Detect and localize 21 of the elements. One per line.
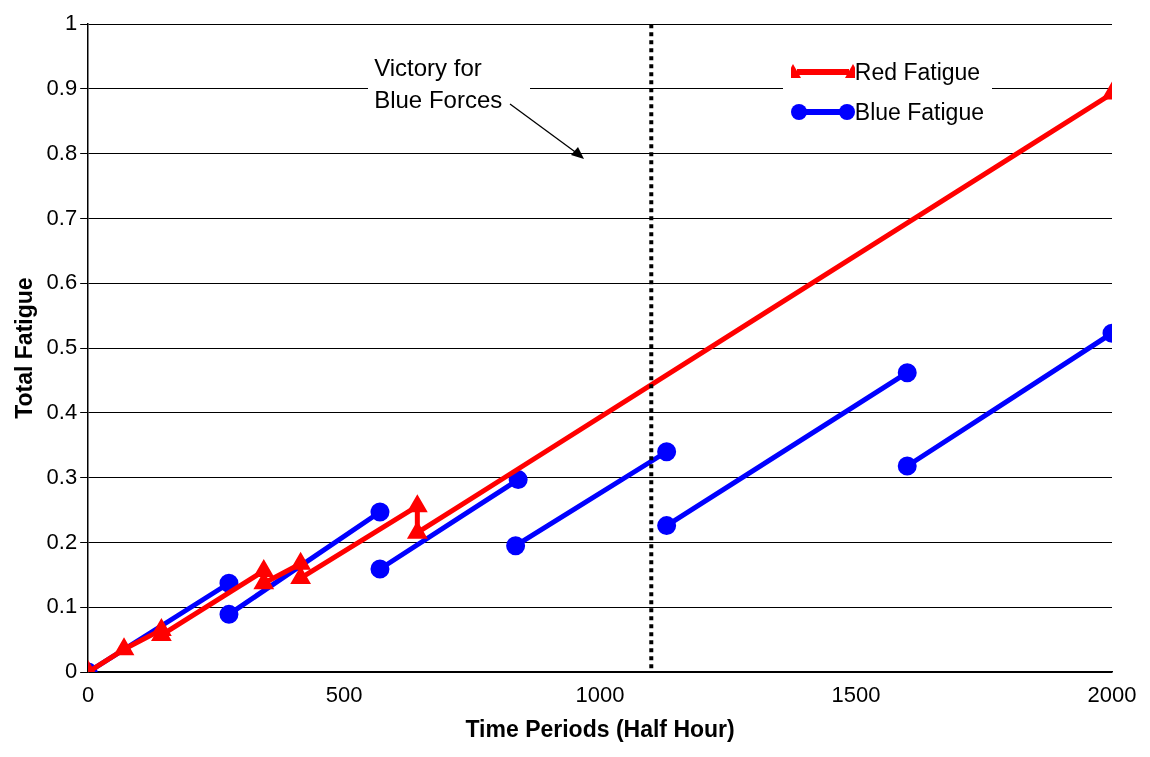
x-tick-label: 0 (82, 682, 95, 708)
x-tick-label: 500 (325, 682, 363, 708)
x-tick-label: 2000 (1087, 682, 1137, 708)
x-tick-label: 1500 (831, 682, 881, 708)
legend-label: Blue Fatigue (854, 98, 984, 126)
legend-label: Red Fatigue (854, 58, 981, 86)
y-tick-label: 0.4 (46, 398, 78, 424)
y-tick-label: 1 (64, 10, 78, 36)
y-tick-label: 0.3 (46, 463, 78, 489)
y-tick-label: 0.9 (46, 75, 78, 101)
annotation: Victory for Blue Forces (368, 52, 531, 117)
y-axis-title: Total Fatigue (11, 277, 38, 419)
y-tick-label: 0.7 (46, 204, 78, 230)
y-tick-label: 0.5 (46, 334, 78, 360)
y-tick-label: 0.6 (46, 269, 78, 295)
y-tick-label: 0.1 (46, 593, 78, 619)
y-tick-label: 0.8 (46, 139, 78, 165)
x-axis-title: Time Periods (Half Hour) (465, 715, 735, 742)
y-tick-label: 0 (64, 658, 78, 684)
x-tick-label: 1000 (575, 682, 625, 708)
y-tick-label: 0.2 (46, 528, 78, 554)
